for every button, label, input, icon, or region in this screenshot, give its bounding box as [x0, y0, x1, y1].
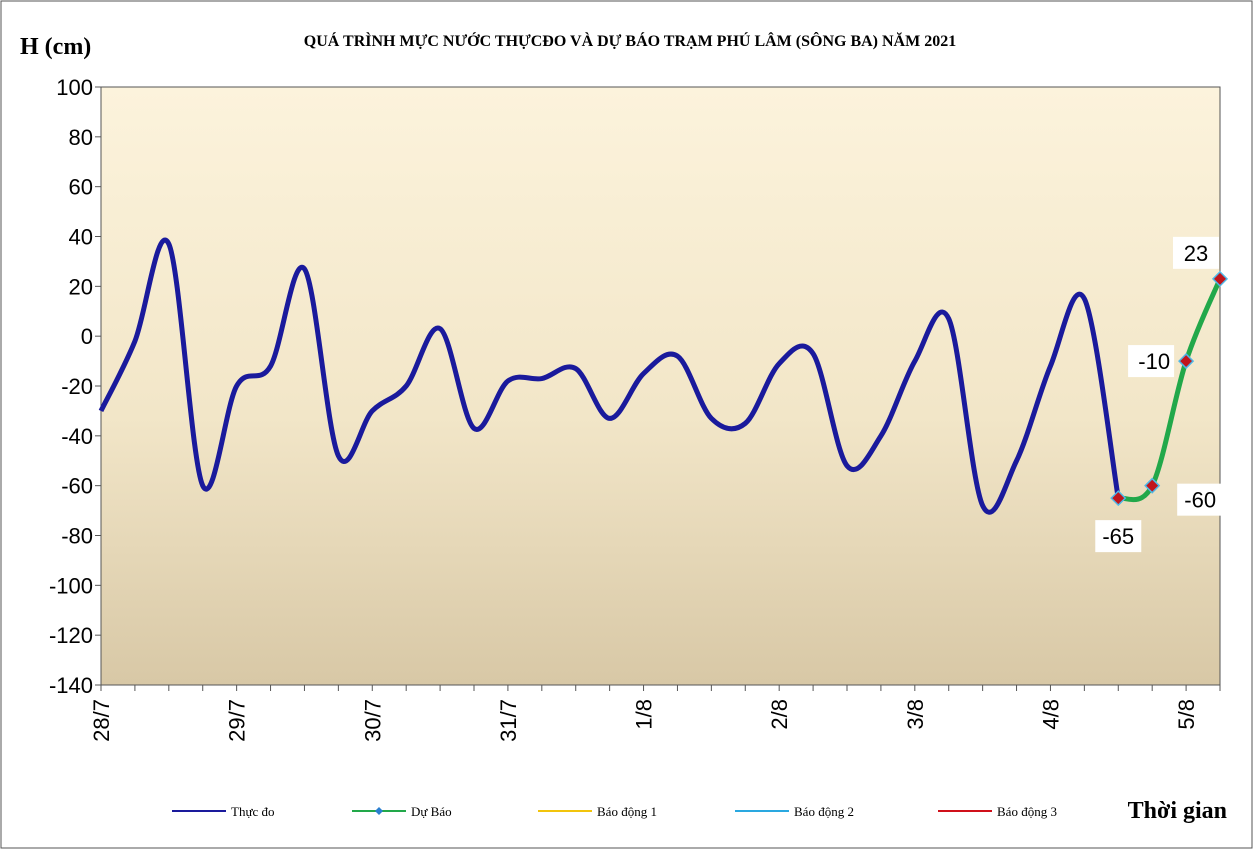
- forecast-marker: [1144, 477, 1161, 494]
- y-tick-label: 60: [69, 175, 93, 200]
- x-tick-label: 2/8: [767, 699, 792, 730]
- x-axis-title: Thời gian: [1128, 798, 1227, 824]
- plot-area: [100, 86, 1221, 686]
- series-line: [1117, 277, 1223, 503]
- data-label-box: [1128, 345, 1175, 378]
- legend-label: Báo động 1: [597, 804, 657, 819]
- legend-marker: [375, 807, 383, 815]
- data-label-box: [1177, 483, 1224, 516]
- x-tick-label: 4/8: [1038, 699, 1063, 730]
- legend-label: Báo động 2: [794, 804, 854, 819]
- chart-title: QUÁ TRÌNH MỰC NƯỚC THỰCĐO VÀ DỰ BÁO TRẠM…: [304, 31, 956, 50]
- data-label: -65: [1102, 524, 1134, 549]
- y-tick-label: 20: [69, 274, 93, 299]
- y-tick-label: -20: [61, 374, 93, 399]
- data-label: -10: [1138, 349, 1170, 374]
- x-tick-label: 5/8: [1174, 699, 1199, 730]
- legend-label: Thực đo: [231, 804, 275, 819]
- forecast-marker: [1178, 353, 1195, 370]
- x-tick-label: 3/8: [903, 699, 928, 730]
- x-tick-label: 31/7: [496, 699, 521, 742]
- y-tick-label: -100: [49, 573, 93, 598]
- y-axis-title: H (cm): [20, 34, 91, 60]
- legend-label: Báo động 3: [997, 804, 1057, 819]
- series-line: [98, 237, 1121, 515]
- y-tick-label: 0: [81, 324, 93, 349]
- forecast-marker: [1110, 490, 1127, 507]
- x-tick-label: 30/7: [360, 699, 385, 742]
- data-label: -60: [1184, 488, 1216, 513]
- y-tick-label: -120: [49, 623, 93, 648]
- y-tick-label: -140: [49, 673, 93, 698]
- y-tick-label: -80: [61, 524, 93, 549]
- x-tick-label: 1/8: [632, 699, 657, 730]
- data-label: 23: [1184, 241, 1208, 266]
- y-tick-label: 100: [56, 75, 93, 100]
- x-tick-label: 28/7: [89, 699, 114, 742]
- legend-label: Dự Báo: [411, 804, 452, 819]
- forecast-marker: [1211, 270, 1229, 287]
- y-tick-label: -60: [61, 474, 93, 499]
- data-label-box: [1095, 520, 1142, 553]
- data-label-box: [1173, 236, 1219, 269]
- x-tick-label: 29/7: [225, 699, 250, 742]
- y-tick-label: -40: [61, 424, 93, 449]
- y-tick-label: 80: [69, 125, 93, 150]
- y-tick-label: 40: [69, 225, 93, 250]
